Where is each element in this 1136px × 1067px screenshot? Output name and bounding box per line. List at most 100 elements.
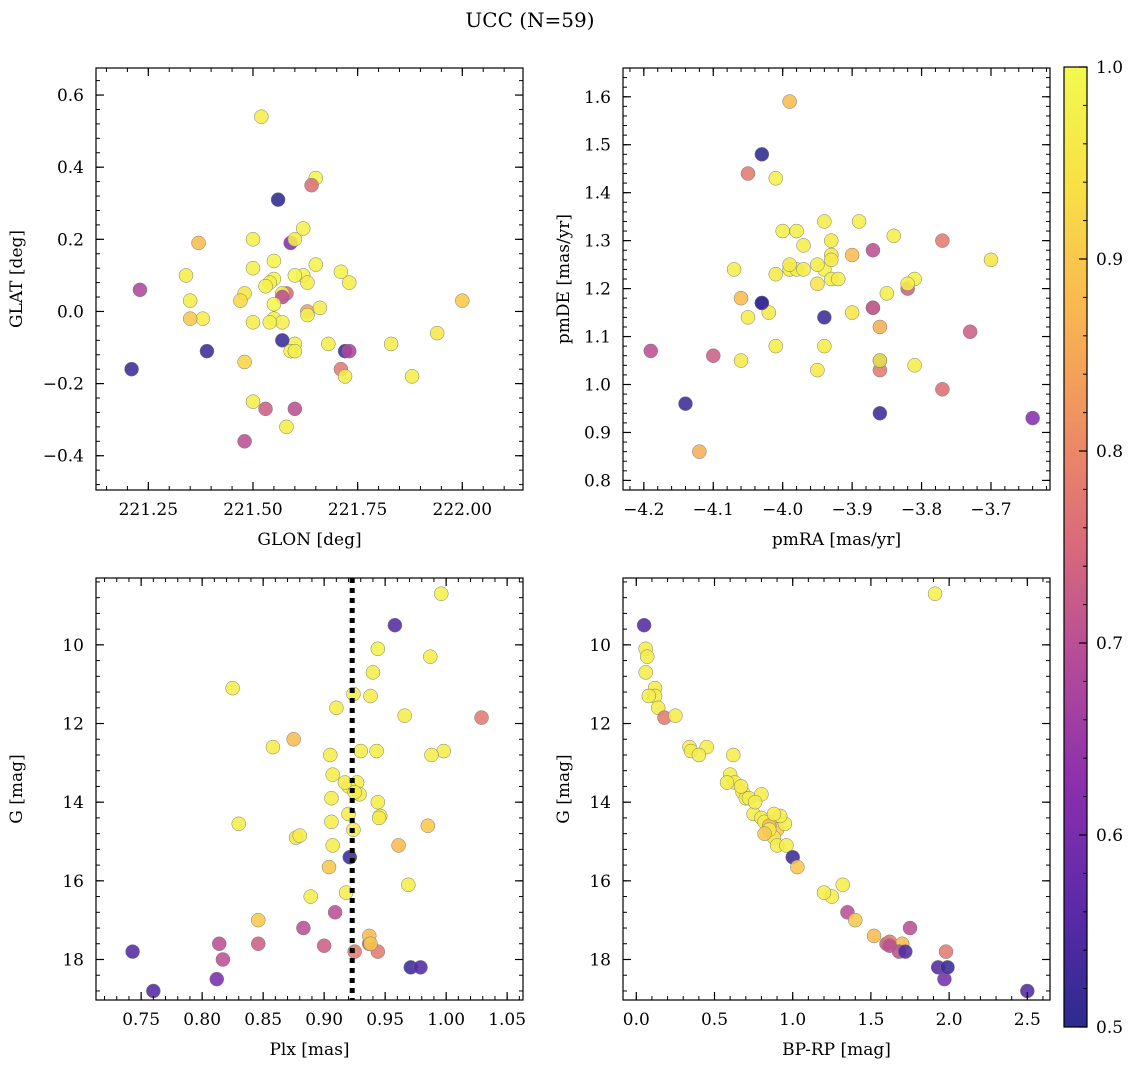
y-tick-label: 0.6 xyxy=(57,86,84,106)
data-point xyxy=(265,739,281,755)
data-point xyxy=(766,806,782,822)
y-tick-label: 1.2 xyxy=(584,280,611,300)
figure-title: UCC (N=59) xyxy=(465,8,595,32)
data-point xyxy=(638,665,653,680)
data-point xyxy=(231,816,246,832)
data-point xyxy=(383,336,399,352)
y-tick-label: 1.1 xyxy=(584,328,611,348)
data-point xyxy=(900,276,915,292)
y-tick-label: 0.2 xyxy=(57,230,84,250)
data-point xyxy=(424,747,439,763)
data-point xyxy=(810,276,825,292)
data-point xyxy=(182,293,198,308)
data-point xyxy=(262,315,277,330)
panel-pmra-pmde: −4.2 −4.1 −4.0 −3.9 −3.8 −3.7 0.8 0.9 1.0 1.1 1.2 1… xyxy=(554,67,1051,550)
data-point xyxy=(844,247,860,263)
data-point xyxy=(266,253,282,269)
data-point xyxy=(817,310,832,325)
data-point xyxy=(754,147,770,162)
x-tick-label: 0.0 xyxy=(623,1010,650,1030)
data-point xyxy=(195,311,210,326)
data-point xyxy=(733,290,749,306)
data-point xyxy=(740,166,756,181)
x-tick-label: 1.00 xyxy=(427,1010,465,1030)
y-axis-label: G [mag] xyxy=(7,754,27,823)
data-point xyxy=(287,268,303,283)
data-point xyxy=(321,859,337,875)
x-tick-label: −3.8 xyxy=(901,500,942,520)
data-point xyxy=(397,708,412,723)
y-tick-label: 14 xyxy=(62,793,84,813)
x-tick-label: 0.80 xyxy=(183,1010,221,1030)
data-point xyxy=(404,369,420,384)
data-point xyxy=(796,262,811,277)
data-point xyxy=(782,94,797,109)
data-point xyxy=(254,109,269,124)
data-point xyxy=(342,343,357,359)
data-point xyxy=(303,889,318,904)
panel-glon-glat: 221.25 221.50 221.75 222.00 −0.4 −0.2 0.0 0.2 0.… xyxy=(7,67,524,550)
data-point xyxy=(287,343,303,359)
data-point xyxy=(369,743,384,759)
data-point xyxy=(353,743,368,759)
data-point xyxy=(882,938,897,953)
data-point xyxy=(258,401,273,417)
data-point xyxy=(215,952,231,967)
data-point xyxy=(333,264,349,280)
data-point xyxy=(300,307,315,323)
y-tick-label: 1.3 xyxy=(584,232,611,252)
x-tick-label: −4.0 xyxy=(762,500,803,520)
data-point xyxy=(810,257,825,272)
data-point xyxy=(413,960,428,975)
data-point xyxy=(775,223,790,239)
data-point xyxy=(643,343,659,359)
data-point xyxy=(387,617,403,633)
data-point xyxy=(726,747,741,763)
data-point xyxy=(308,257,324,272)
data-point xyxy=(370,641,386,657)
data-point xyxy=(329,700,344,716)
data-point xyxy=(275,315,290,330)
data-point xyxy=(886,228,902,244)
data-point xyxy=(816,885,832,900)
data-point xyxy=(342,275,357,290)
data-point xyxy=(872,406,888,421)
y-axis-label: pmDE [mas/yr] xyxy=(554,214,574,344)
y-tick-label: 0.4 xyxy=(57,158,84,178)
data-point xyxy=(830,271,846,287)
data-point xyxy=(199,343,215,359)
data-point xyxy=(872,319,888,335)
data-point xyxy=(325,767,340,782)
x-tick-label: 0.75 xyxy=(122,1010,160,1030)
y-tick-label: 14 xyxy=(589,793,611,813)
data-point xyxy=(907,358,922,373)
data-point xyxy=(779,838,794,853)
data-point xyxy=(706,348,721,363)
x-tick-label: 1.0 xyxy=(779,1010,806,1030)
data-point xyxy=(902,920,918,936)
data-point xyxy=(789,223,804,239)
data-point xyxy=(817,214,832,229)
points-layer xyxy=(636,586,1035,999)
data-point xyxy=(927,586,943,601)
data-point xyxy=(636,617,652,633)
y-tick-label: 18 xyxy=(62,950,84,970)
x-axis-label: pmRA [mas/yr] xyxy=(772,530,901,550)
data-point xyxy=(146,983,161,999)
data-point xyxy=(733,353,749,368)
data-point xyxy=(209,971,225,987)
data-point xyxy=(817,338,832,354)
x-tick-label: 0.90 xyxy=(305,1010,343,1030)
data-point xyxy=(245,232,261,247)
data-point xyxy=(691,747,707,763)
data-point xyxy=(848,912,863,928)
axes-frame xyxy=(622,577,1051,1001)
x-tick-label: 2.0 xyxy=(936,1010,963,1030)
x-tick-label: 0.95 xyxy=(366,1010,404,1030)
data-point xyxy=(719,775,735,790)
data-point xyxy=(935,233,950,248)
data-point xyxy=(292,828,307,843)
points-layer xyxy=(124,109,470,449)
data-point xyxy=(983,252,999,268)
